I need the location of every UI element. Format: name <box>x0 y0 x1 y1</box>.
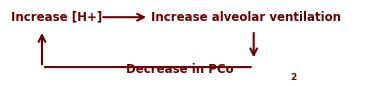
Text: Decrease in PCo: Decrease in PCo <box>126 63 234 76</box>
Text: Increase [H+]: Increase [H+] <box>11 11 102 24</box>
Text: 2: 2 <box>290 73 296 82</box>
Text: Increase alveolar ventilation: Increase alveolar ventilation <box>151 11 342 24</box>
